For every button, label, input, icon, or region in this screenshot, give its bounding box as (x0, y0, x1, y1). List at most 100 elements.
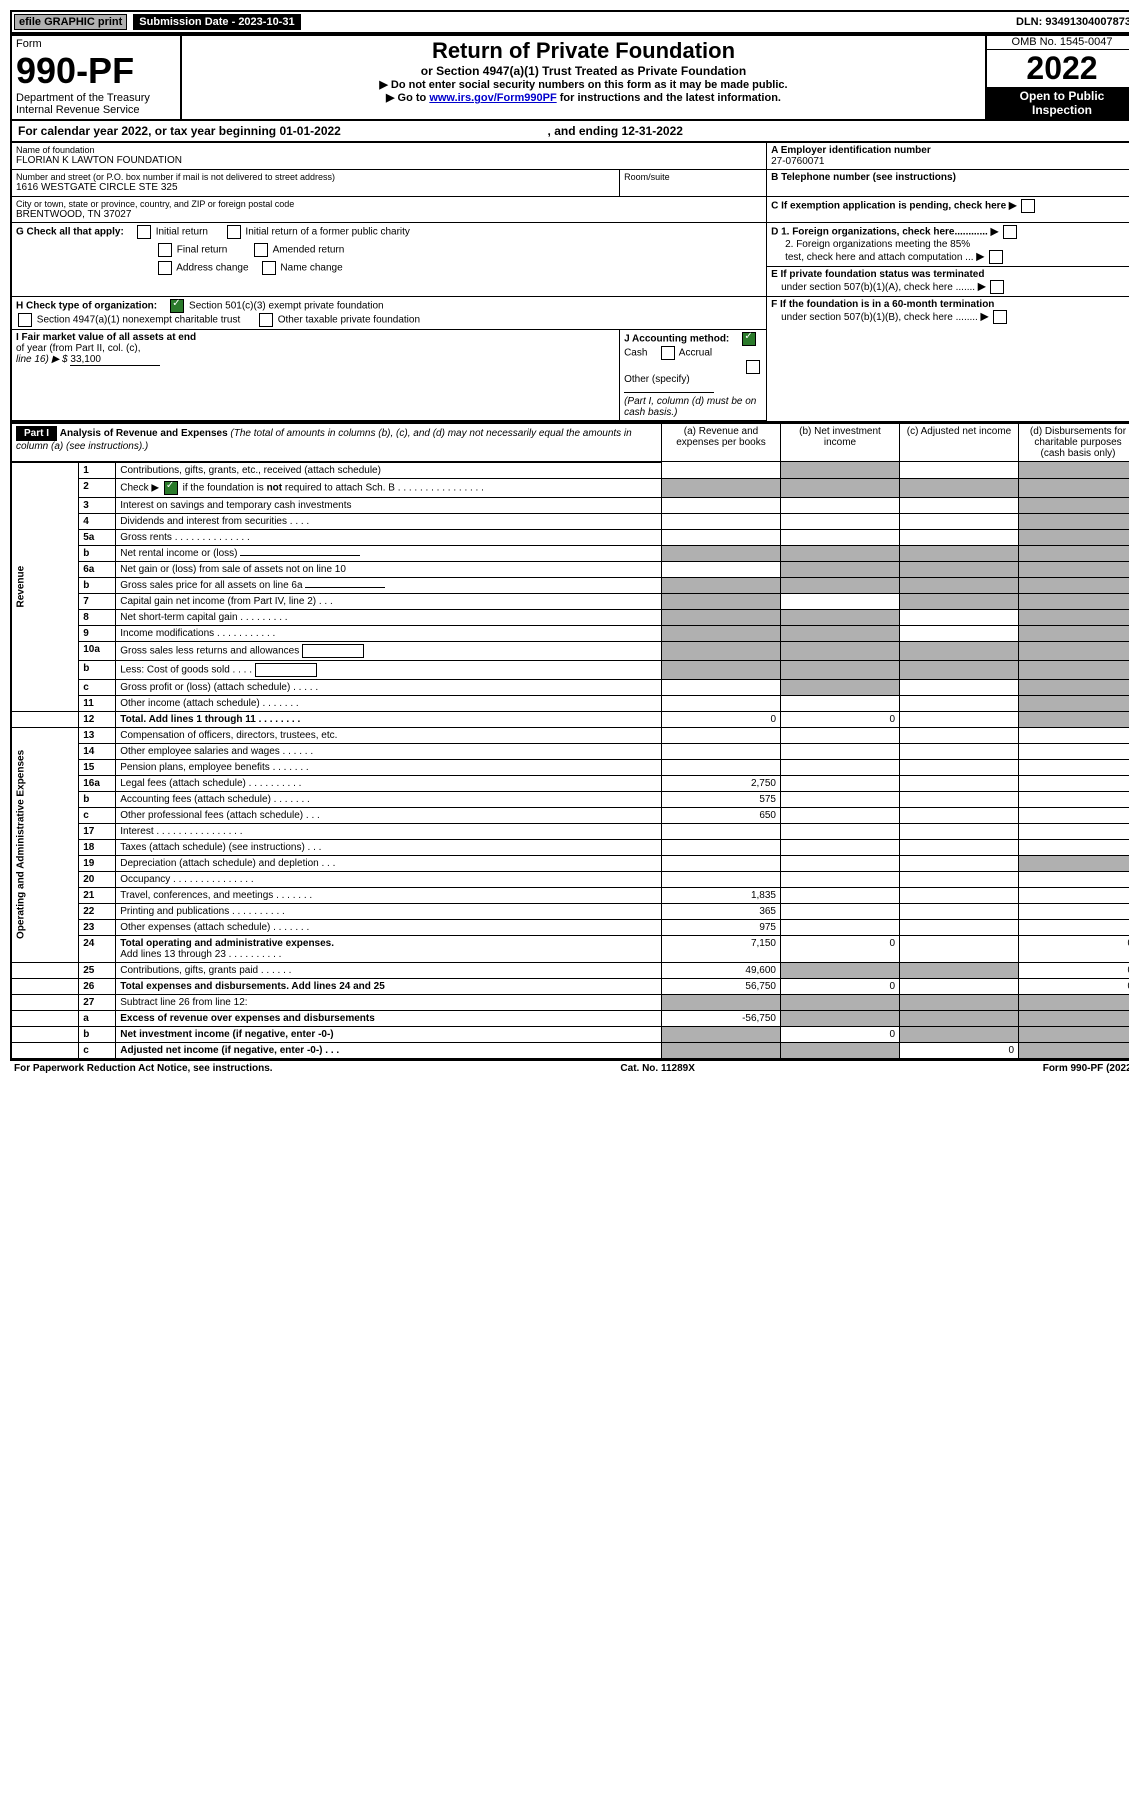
form-word: Form (16, 38, 176, 50)
line-no: 27 (79, 994, 116, 1010)
line-desc: Net gain or (loss) from sale of assets n… (116, 561, 662, 577)
h-label: H Check type of organization: (16, 301, 157, 312)
r2-post2: required to attach Sch. B (285, 482, 395, 493)
cell-value: -56,750 (662, 1010, 781, 1026)
line-desc: Taxes (attach schedule) (see instruction… (116, 839, 662, 855)
d1-checkbox[interactable] (1003, 225, 1017, 239)
cell-value: 0 (781, 711, 900, 727)
line-no: b (79, 545, 116, 561)
footer-mid: Cat. No. 11289X (620, 1063, 694, 1074)
g-final-checkbox[interactable] (158, 243, 172, 257)
instr2-post: for instructions and the latest informat… (557, 92, 781, 104)
dept-line-1: Department of the Treasury (16, 92, 176, 104)
line-no: a (79, 1010, 116, 1026)
col-d-header: (d) Disbursements for charitable purpose… (1019, 423, 1129, 462)
line-desc: Subtract line 26 from line 12: (116, 994, 662, 1010)
table-row: 11Other income (attach schedule) . . . .… (11, 695, 1129, 711)
table-row: 18Taxes (attach schedule) (see instructi… (11, 839, 1129, 855)
line-desc: Net rental income or (loss) (116, 545, 662, 561)
line-no: 15 (79, 759, 116, 775)
line-desc: Gross sales price for all assets on line… (116, 577, 662, 593)
foundation-name: FLORIAN K LAWTON FOUNDATION (16, 155, 762, 166)
j-cash-checkbox[interactable] (742, 332, 756, 346)
h-4947-checkbox[interactable] (18, 313, 32, 327)
cell-value: 575 (662, 791, 781, 807)
g-amended-checkbox[interactable] (254, 243, 268, 257)
line-desc: Other expenses (attach schedule) . . . .… (116, 919, 662, 935)
e-checkbox[interactable] (990, 280, 1004, 294)
line-no: c (79, 679, 116, 695)
g-addr-change-checkbox[interactable] (158, 261, 172, 275)
table-row: bGross sales price for all assets on lin… (11, 577, 1129, 593)
arrow-icon: ▶ (978, 282, 986, 293)
table-row: bLess: Cost of goods sold . . . . (11, 660, 1129, 679)
arrow-icon: ▶ (1009, 201, 1017, 212)
f2-label: under section 507(b)(1)(B), check here .… (771, 312, 978, 323)
ein-value: 27-0760071 (771, 156, 1129, 167)
line-no: 8 (79, 609, 116, 625)
line-no: 4 (79, 513, 116, 529)
c-checkbox[interactable] (1021, 199, 1035, 213)
line-desc: Travel, conferences, and meetings . . . … (116, 887, 662, 903)
table-row: 4Dividends and interest from securities … (11, 513, 1129, 529)
i-line2: of year (from Part II, col. (c), (16, 343, 140, 354)
h-501c3-checkbox[interactable] (170, 299, 184, 313)
table-row: 26 Total expenses and disbursements. Add… (11, 978, 1129, 994)
table-row: 5aGross rents . . . . . . . . . . . . . … (11, 529, 1129, 545)
arrow-icon: ▶ (981, 312, 989, 323)
room-label: Room/suite (624, 172, 762, 182)
table-row: c Adjusted net income (if negative, ente… (11, 1042, 1129, 1059)
table-row: 19Depreciation (attach schedule) and dep… (11, 855, 1129, 871)
h-other-tax-checkbox[interactable] (259, 313, 273, 327)
g-initial-former-checkbox[interactable] (227, 225, 241, 239)
line-no: 26 (79, 978, 116, 994)
line-no: b (79, 791, 116, 807)
cell-value: 7,150 (662, 935, 781, 962)
efile-print-button[interactable]: efile GRAPHIC print (14, 14, 127, 30)
j-other-blank (624, 392, 714, 393)
r2-post: if the foundation is (183, 482, 267, 493)
cell-value: 0 (781, 1026, 900, 1042)
sch-b-checkbox[interactable] (164, 481, 178, 495)
instruction-line-2: ▶ Go to www.irs.gov/Form990PF for instru… (186, 91, 981, 104)
line-desc: Total operating and administrative expen… (116, 935, 662, 962)
line-desc: Other professional fees (attach schedule… (116, 807, 662, 823)
line-desc: Compensation of officers, directors, tru… (116, 727, 662, 743)
e2-label: under section 507(b)(1)(A), check here .… (771, 282, 975, 293)
table-row: Operating and Administrative Expenses 13… (11, 727, 1129, 743)
line-no: 9 (79, 625, 116, 641)
table-row: 8Net short-term capital gain . . . . . .… (11, 609, 1129, 625)
table-row: 25 Contributions, gifts, grants paid . .… (11, 962, 1129, 978)
table-row: 20Occupancy . . . . . . . . . . . . . . … (11, 871, 1129, 887)
addr-value: 1616 WESTGATE CIRCLE STE 325 (16, 182, 615, 193)
line-no: 25 (79, 962, 116, 978)
table-row: 23Other expenses (attach schedule) . . .… (11, 919, 1129, 935)
cell-value: 49,600 (662, 962, 781, 978)
form-header: Form 990-PF Department of the Treasury I… (10, 34, 1129, 121)
g-initial-checkbox[interactable] (137, 225, 151, 239)
line-desc: Income modifications . . . . . . . . . .… (116, 625, 662, 641)
line-no: b (79, 660, 116, 679)
line-desc: Other income (attach schedule) . . . . .… (116, 695, 662, 711)
j-other-checkbox[interactable] (746, 360, 760, 374)
table-row: 6aNet gain or (loss) from sale of assets… (11, 561, 1129, 577)
i-line3-pre: line 16) ▶ $ (16, 354, 68, 365)
irs-link[interactable]: www.irs.gov/Form990PF (429, 92, 556, 104)
d2-checkbox[interactable] (989, 250, 1003, 264)
cell-value: 365 (662, 903, 781, 919)
line-no: 5a (79, 529, 116, 545)
line-desc: Net short-term capital gain . . . . . . … (116, 609, 662, 625)
i-fmv-value: 33,100 (70, 354, 160, 366)
table-row: b Net investment income (if negative, en… (11, 1026, 1129, 1042)
cal-year-begin: 01-01-2022 (279, 124, 340, 138)
line-no: 3 (79, 497, 116, 513)
j-accrual-checkbox[interactable] (661, 346, 675, 360)
footer: For Paperwork Reduction Act Notice, see … (10, 1060, 1129, 1076)
line-no: 10a (79, 641, 116, 660)
f1-label: F If the foundation is in a 60-month ter… (771, 299, 994, 310)
g-name-change-checkbox[interactable] (262, 261, 276, 275)
f-checkbox[interactable] (993, 310, 1007, 324)
line-no: 22 (79, 903, 116, 919)
table-row: 15Pension plans, employee benefits . . .… (11, 759, 1129, 775)
line-no: 21 (79, 887, 116, 903)
